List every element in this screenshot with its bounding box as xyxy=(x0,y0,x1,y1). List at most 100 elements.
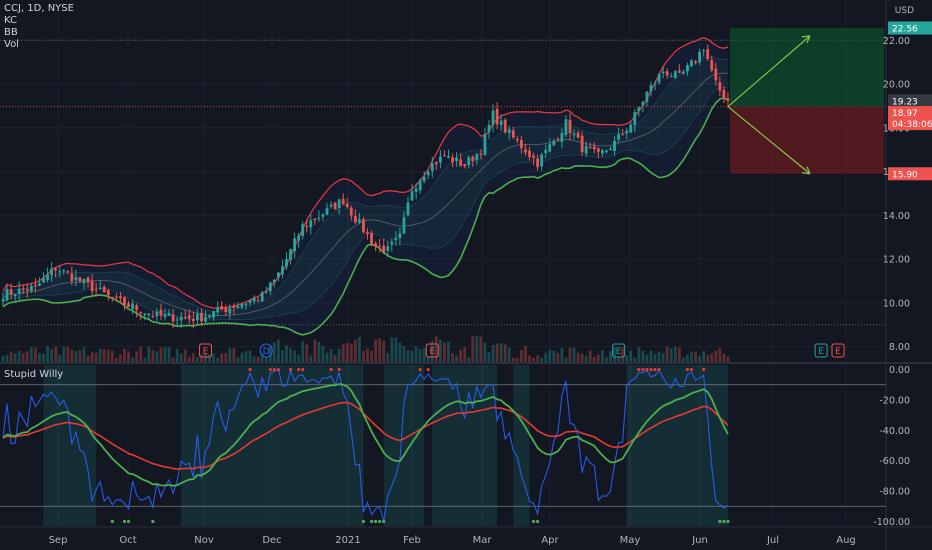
event-marker-future-label: E xyxy=(835,347,841,357)
volume-bar xyxy=(94,352,98,362)
indicator-label-kc[interactable]: KC xyxy=(4,15,17,26)
volume-bar xyxy=(248,350,252,362)
volume-bar xyxy=(665,346,669,362)
candle-body xyxy=(252,297,256,302)
overbought-dot xyxy=(248,367,252,372)
candle-body xyxy=(544,149,548,154)
candle-body xyxy=(9,289,13,295)
price-label-last-bg xyxy=(888,94,932,108)
candle-body xyxy=(260,292,264,302)
candle-body xyxy=(536,158,539,168)
volume-bar xyxy=(281,350,284,362)
candle-body xyxy=(370,232,373,245)
candle-body xyxy=(556,139,560,141)
kc-lower-line xyxy=(2,86,728,321)
volume-bar xyxy=(147,346,151,362)
overbought-dot xyxy=(288,367,293,372)
candle-body xyxy=(179,316,183,321)
currency-label: USD xyxy=(895,6,914,16)
volume-bar xyxy=(475,335,479,362)
price-label-countdown: 04:38:06 xyxy=(892,120,932,130)
candle-body xyxy=(580,135,584,153)
volume-bar xyxy=(224,352,228,362)
volume-bar xyxy=(536,355,539,362)
volume-bar xyxy=(187,356,191,362)
oversold-dot xyxy=(722,519,726,524)
candle-body xyxy=(301,224,305,236)
candle-body xyxy=(264,291,268,293)
candle-body xyxy=(163,314,167,318)
candle-body xyxy=(268,282,272,292)
volume-bar xyxy=(596,354,600,362)
time-tick: May xyxy=(620,535,641,546)
volume-bar xyxy=(163,347,167,362)
event-marker-dividend: D xyxy=(259,343,273,358)
event-marker-label: E xyxy=(616,347,622,357)
volume-bar xyxy=(25,351,29,362)
target-zone xyxy=(729,28,884,107)
volume-bar xyxy=(21,353,25,362)
indicator-label-vol[interactable]: Vol xyxy=(4,39,19,50)
volume-bar xyxy=(313,339,317,362)
volume-bar xyxy=(694,351,697,362)
time-tick: Nov xyxy=(194,535,214,546)
candle-body xyxy=(123,297,126,306)
oscillator-zone xyxy=(513,365,530,526)
candle-body xyxy=(467,157,471,165)
oversold-dot xyxy=(126,519,131,524)
event-marker-future xyxy=(831,343,845,358)
oscillator-label[interactable]: Stupid Willy xyxy=(4,369,64,380)
overbought-dot xyxy=(297,367,301,372)
indicator-label-bb[interactable]: BB xyxy=(4,27,18,38)
candle-body xyxy=(495,108,499,125)
candle-body xyxy=(119,296,122,299)
oversold-dot xyxy=(110,519,114,524)
oversold-dot xyxy=(374,519,378,524)
symbol-label[interactable]: CCJ, 1D, NYSE xyxy=(4,3,74,14)
volume-bar xyxy=(633,357,637,362)
candle-body xyxy=(564,119,568,135)
volume-bar xyxy=(572,347,576,362)
candle-body xyxy=(447,156,450,158)
volume-bar xyxy=(119,354,122,362)
candle-body xyxy=(621,134,625,136)
volume-bar xyxy=(378,338,382,362)
candle-body xyxy=(374,243,377,247)
volume-bar xyxy=(601,350,604,362)
candle-body xyxy=(256,299,260,301)
candle-body xyxy=(293,238,296,252)
candle-body xyxy=(285,259,288,267)
volume-bar xyxy=(402,346,406,362)
time-tick: Feb xyxy=(403,535,421,546)
volume-bar xyxy=(686,354,689,362)
volume-bar xyxy=(410,350,414,362)
candle-body xyxy=(54,268,58,271)
volume-bar xyxy=(337,349,341,362)
overbought-dot xyxy=(689,367,694,372)
oversold-dot xyxy=(536,519,540,524)
candle-body xyxy=(58,271,62,273)
volume-bar xyxy=(341,344,345,362)
oscillator-zone xyxy=(43,365,97,526)
candle-body xyxy=(503,119,507,133)
candle-body xyxy=(588,147,592,149)
candle-body xyxy=(596,148,600,152)
volume-bar xyxy=(447,341,450,362)
volume-bar xyxy=(455,355,458,362)
candle-body xyxy=(451,157,454,163)
price-tick: 20.00 xyxy=(883,80,910,91)
projection-arrows xyxy=(727,35,811,175)
volume-bar xyxy=(592,356,596,362)
volume-bar xyxy=(398,342,402,362)
event-marker-earnings: E xyxy=(199,343,212,358)
candle-body xyxy=(463,164,467,167)
volume-bar xyxy=(115,357,118,362)
candle-body xyxy=(520,139,523,149)
candle-body xyxy=(29,285,33,291)
candle-body xyxy=(196,314,199,321)
volume-bar xyxy=(240,352,244,362)
main-legend: CCJ, 1D, NYSE KC BB Vol xyxy=(4,3,74,51)
candle-body xyxy=(629,124,633,133)
